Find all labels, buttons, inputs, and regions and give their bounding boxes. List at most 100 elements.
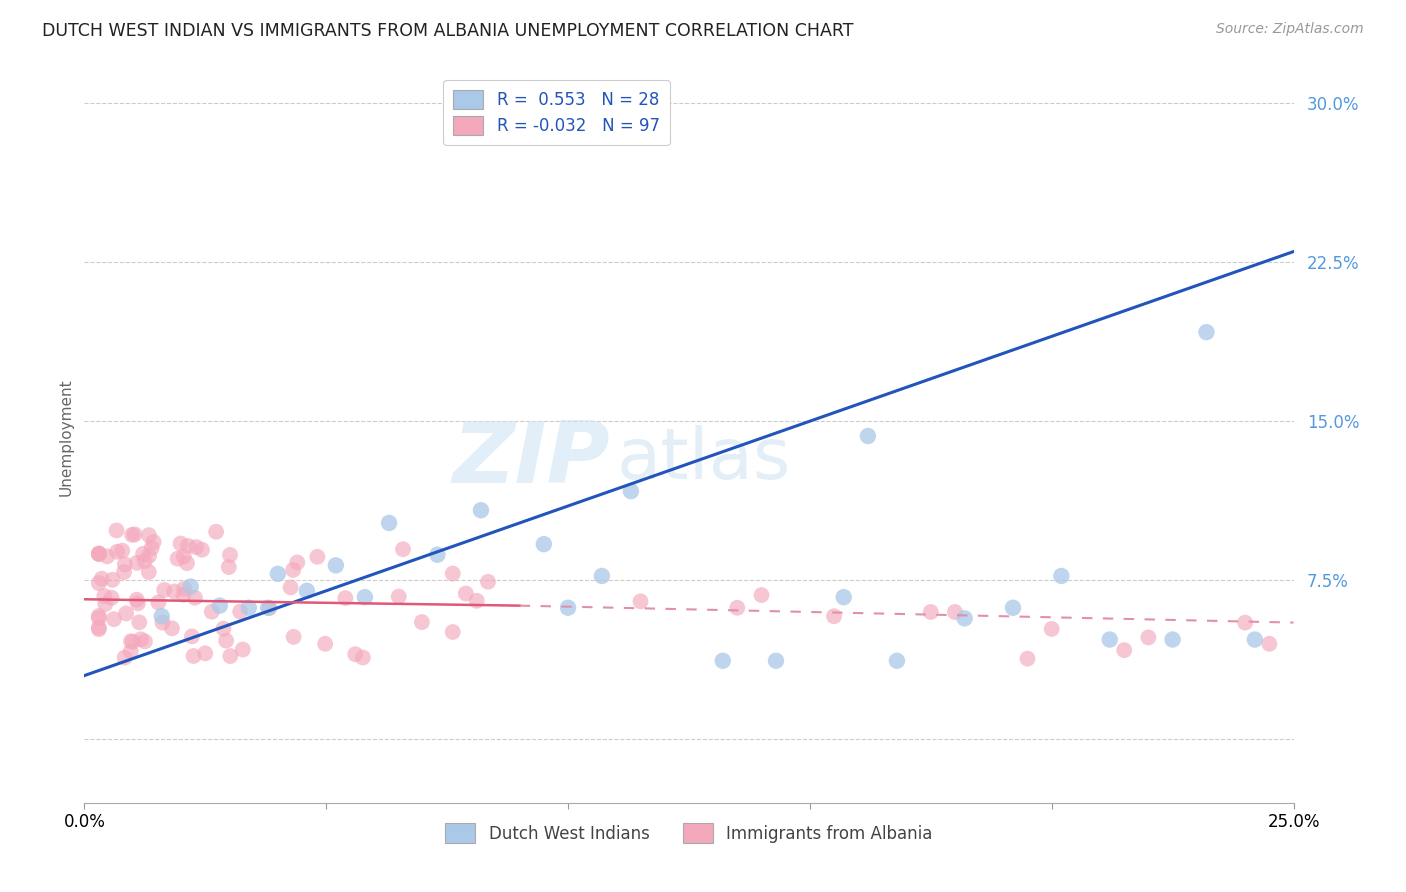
Point — [725, 600, 748, 615]
Point — [1001, 600, 1024, 615]
Point — [832, 590, 855, 604]
Point — [943, 605, 966, 619]
Point — [100, 591, 122, 605]
Point — [121, 528, 143, 542]
Point — [208, 599, 231, 613]
Point — [232, 642, 254, 657]
Point — [205, 524, 228, 539]
Point — [454, 586, 477, 600]
Point — [134, 554, 156, 568]
Point — [533, 537, 555, 551]
Point — [257, 600, 280, 615]
Point — [411, 615, 433, 629]
Point — [1137, 631, 1160, 645]
Point — [219, 649, 242, 664]
Point — [173, 549, 195, 564]
Point — [105, 524, 128, 538]
Point — [105, 545, 128, 559]
Point — [163, 584, 186, 599]
Point — [87, 621, 110, 635]
Point — [711, 654, 734, 668]
Point — [352, 650, 374, 665]
Point — [120, 644, 142, 658]
Point — [295, 583, 318, 598]
Point — [121, 634, 143, 648]
Point — [886, 654, 908, 668]
Point — [1234, 615, 1257, 630]
Text: DUTCH WEST INDIAN VS IMMIGRANTS FROM ALBANIA UNEMPLOYMENT CORRELATION CHART: DUTCH WEST INDIAN VS IMMIGRANTS FROM ALB… — [42, 22, 853, 40]
Point — [125, 556, 148, 570]
Point — [259, 601, 281, 615]
Point — [124, 527, 146, 541]
Point — [557, 600, 579, 615]
Point — [172, 588, 194, 602]
Point — [128, 615, 150, 630]
Point — [325, 558, 347, 573]
Point — [283, 563, 305, 577]
Point — [111, 543, 134, 558]
Point — [218, 560, 240, 574]
Point — [751, 588, 773, 602]
Y-axis label: Unemployment: Unemployment — [58, 378, 73, 496]
Point — [191, 542, 214, 557]
Point — [285, 556, 308, 570]
Point — [1161, 632, 1184, 647]
Point — [138, 565, 160, 579]
Point — [96, 549, 118, 564]
Text: Source: ZipAtlas.com: Source: ZipAtlas.com — [1216, 22, 1364, 37]
Point — [354, 590, 377, 604]
Point — [125, 592, 148, 607]
Point — [184, 591, 207, 605]
Point — [229, 605, 252, 619]
Point — [103, 612, 125, 626]
Point — [1098, 632, 1121, 647]
Point — [87, 547, 110, 561]
Point — [169, 536, 191, 550]
Point — [215, 633, 238, 648]
Point — [212, 622, 235, 636]
Text: ZIP: ZIP — [453, 417, 610, 500]
Point — [470, 503, 492, 517]
Point — [378, 516, 401, 530]
Point — [307, 549, 329, 564]
Point — [138, 528, 160, 542]
Point — [201, 605, 224, 619]
Point — [87, 546, 110, 560]
Point — [90, 572, 112, 586]
Point — [1017, 651, 1039, 665]
Point — [115, 607, 138, 621]
Point — [138, 549, 160, 563]
Point — [280, 581, 302, 595]
Point — [87, 609, 110, 624]
Point — [283, 630, 305, 644]
Point — [194, 646, 217, 660]
Point — [141, 541, 163, 555]
Point — [173, 582, 195, 596]
Point — [335, 591, 357, 605]
Point — [1258, 637, 1281, 651]
Point — [181, 629, 204, 643]
Point — [134, 634, 156, 648]
Point — [219, 548, 242, 562]
Point — [114, 650, 136, 665]
Point — [87, 611, 110, 625]
Point — [112, 565, 135, 579]
Point — [114, 558, 136, 572]
Point — [856, 429, 879, 443]
Text: atlas: atlas — [616, 425, 790, 493]
Point — [132, 547, 155, 561]
Point — [94, 597, 117, 611]
Point — [477, 574, 499, 589]
Point — [166, 551, 188, 566]
Point — [314, 637, 336, 651]
Point — [620, 484, 643, 499]
Point — [101, 573, 124, 587]
Point — [392, 542, 415, 557]
Point — [142, 535, 165, 549]
Point — [177, 539, 200, 553]
Point — [150, 609, 173, 624]
Point — [152, 615, 174, 630]
Point — [344, 647, 367, 661]
Point — [441, 625, 464, 640]
Point — [1050, 569, 1073, 583]
